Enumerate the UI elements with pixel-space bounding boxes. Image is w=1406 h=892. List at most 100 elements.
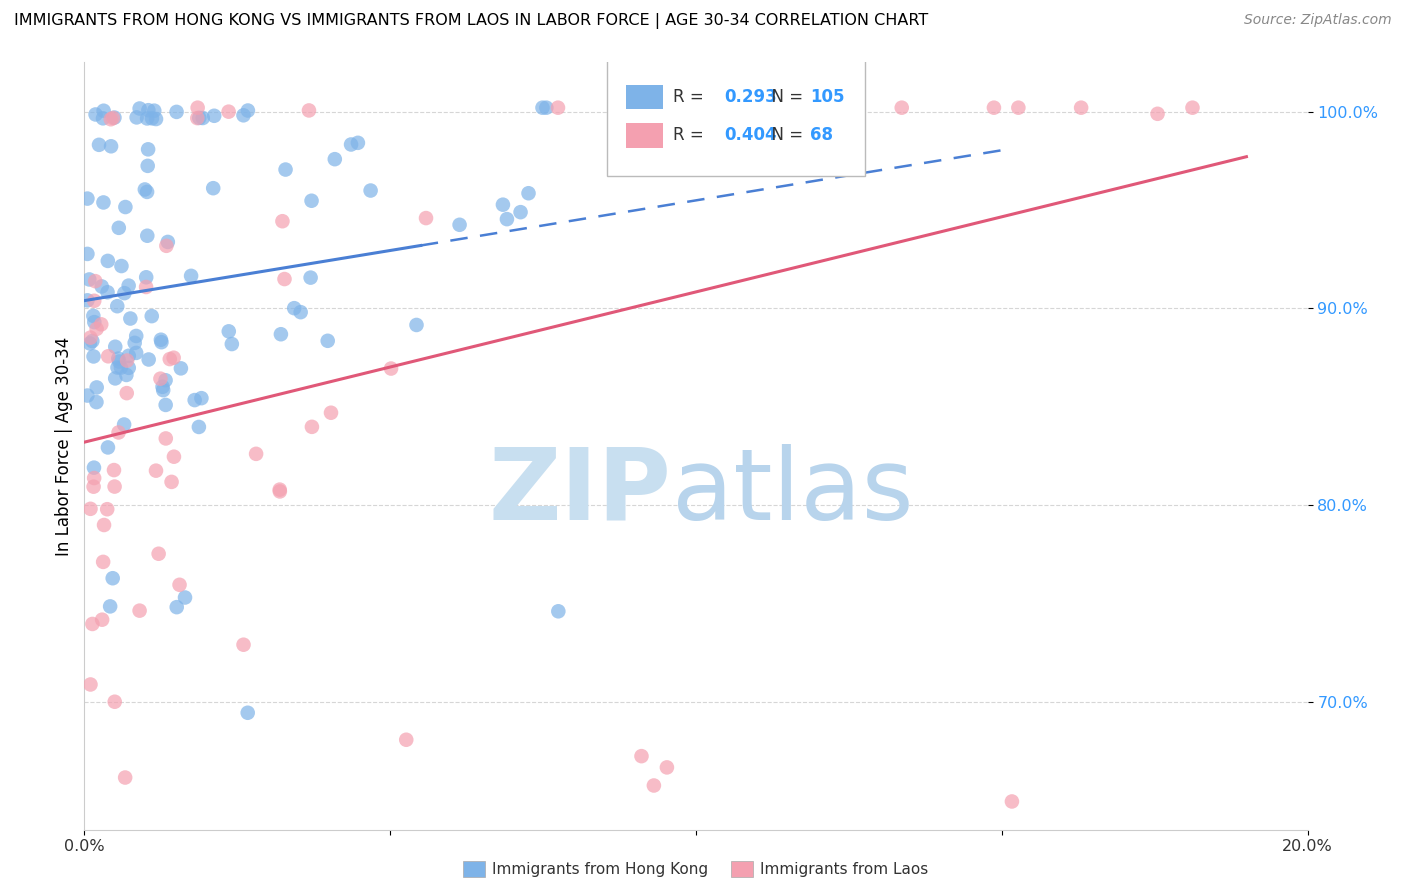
Text: R =: R = bbox=[672, 127, 709, 145]
Point bbox=[827, 101, 849, 115]
Point bbox=[316, 334, 339, 348]
Point bbox=[983, 101, 1005, 115]
Point bbox=[118, 360, 141, 375]
Text: 105: 105 bbox=[810, 88, 844, 106]
Point bbox=[159, 352, 181, 367]
Point bbox=[86, 322, 108, 336]
Point bbox=[96, 502, 118, 516]
Point bbox=[135, 280, 157, 294]
Point bbox=[149, 372, 172, 386]
Point bbox=[93, 103, 115, 118]
Point bbox=[187, 420, 209, 434]
Point bbox=[405, 318, 427, 332]
Point bbox=[103, 111, 125, 125]
FancyBboxPatch shape bbox=[606, 60, 865, 176]
Text: R =: R = bbox=[672, 88, 709, 106]
Point bbox=[630, 749, 652, 764]
Point bbox=[202, 109, 225, 123]
Point bbox=[152, 380, 174, 394]
Point bbox=[283, 301, 305, 315]
Point bbox=[83, 471, 105, 485]
Point bbox=[125, 346, 148, 360]
Text: N =: N = bbox=[761, 127, 808, 145]
Point bbox=[143, 103, 166, 118]
Point bbox=[115, 386, 138, 401]
Point bbox=[112, 286, 135, 301]
Text: Source: ZipAtlas.com: Source: ZipAtlas.com bbox=[1244, 13, 1392, 28]
Point bbox=[301, 420, 323, 434]
Point bbox=[180, 268, 202, 283]
Point bbox=[156, 235, 179, 249]
Point bbox=[83, 315, 105, 329]
Point bbox=[145, 464, 167, 478]
Point bbox=[76, 192, 98, 206]
Point bbox=[301, 194, 323, 208]
Point bbox=[163, 450, 186, 464]
Point bbox=[86, 395, 108, 409]
Point bbox=[118, 349, 141, 363]
Point bbox=[76, 293, 98, 308]
Point bbox=[890, 101, 912, 115]
Point bbox=[1181, 101, 1204, 115]
Point bbox=[270, 327, 292, 342]
Point bbox=[299, 270, 322, 285]
Text: 0.293: 0.293 bbox=[724, 88, 778, 106]
Text: atlas: atlas bbox=[672, 443, 912, 541]
Text: 0.404: 0.404 bbox=[724, 127, 776, 145]
Point bbox=[155, 398, 177, 412]
Point bbox=[271, 214, 294, 228]
Point bbox=[547, 604, 569, 618]
Point bbox=[274, 162, 297, 177]
Point bbox=[120, 311, 142, 326]
Point bbox=[148, 547, 170, 561]
Point bbox=[79, 331, 101, 345]
Point bbox=[115, 368, 138, 382]
Point bbox=[107, 351, 129, 366]
Bar bbox=[626, 85, 664, 109]
Point bbox=[191, 111, 214, 125]
Point bbox=[83, 293, 105, 308]
Point bbox=[76, 388, 98, 402]
Text: N =: N = bbox=[761, 88, 808, 106]
Point bbox=[347, 136, 370, 150]
Point bbox=[79, 501, 101, 516]
Point bbox=[104, 371, 127, 385]
Point bbox=[236, 103, 259, 118]
Point bbox=[166, 104, 188, 119]
Point bbox=[83, 350, 105, 364]
Text: 68: 68 bbox=[810, 127, 832, 145]
Y-axis label: In Labor Force | Age 30-34: In Labor Force | Age 30-34 bbox=[55, 336, 73, 556]
Point bbox=[846, 101, 869, 115]
Text: IMMIGRANTS FROM HONG KONG VS IMMIGRANTS FROM LAOS IN LABOR FORCE | AGE 30-34 COR: IMMIGRANTS FROM HONG KONG VS IMMIGRANTS … bbox=[14, 13, 928, 29]
Legend: Immigrants from Hong Kong, Immigrants from Laos: Immigrants from Hong Kong, Immigrants fr… bbox=[457, 855, 935, 883]
Point bbox=[190, 391, 212, 405]
Point bbox=[496, 212, 519, 227]
Point bbox=[141, 309, 163, 323]
Point bbox=[155, 239, 177, 253]
Point bbox=[105, 299, 128, 313]
Point bbox=[84, 107, 107, 121]
Point bbox=[104, 340, 127, 354]
Point bbox=[1146, 107, 1168, 121]
Point bbox=[125, 111, 148, 125]
Point bbox=[97, 349, 120, 363]
Point bbox=[145, 112, 167, 126]
Point bbox=[82, 616, 104, 631]
Point bbox=[221, 337, 243, 351]
Text: ZIP: ZIP bbox=[489, 443, 672, 541]
Point bbox=[492, 197, 515, 211]
Point bbox=[631, 101, 654, 115]
Point bbox=[655, 760, 678, 774]
Point bbox=[340, 137, 363, 152]
Point bbox=[138, 103, 160, 118]
Point bbox=[136, 112, 159, 126]
Point bbox=[531, 101, 554, 115]
Point bbox=[79, 336, 101, 351]
Point bbox=[169, 578, 191, 592]
Point bbox=[449, 218, 471, 232]
Point bbox=[323, 152, 346, 166]
Point bbox=[82, 309, 104, 323]
Point bbox=[97, 441, 120, 455]
Point bbox=[269, 483, 291, 497]
Point bbox=[93, 518, 115, 533]
